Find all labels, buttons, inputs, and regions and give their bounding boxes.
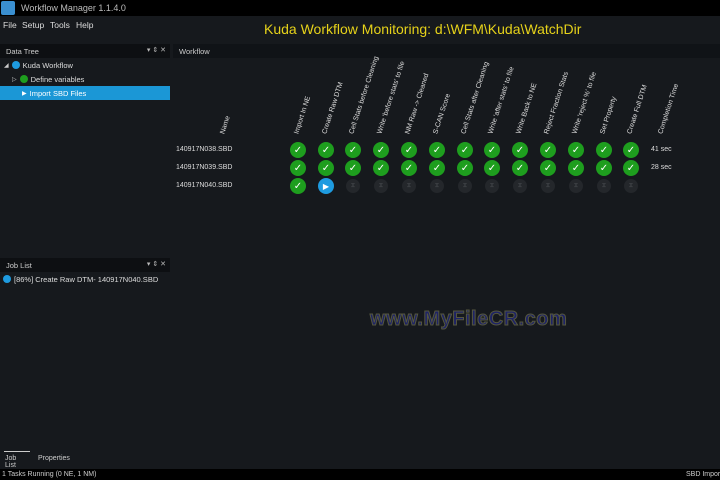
check-circle-icon: ✓ xyxy=(623,160,639,176)
app-icon xyxy=(1,1,15,15)
panel-title: Job List xyxy=(6,260,32,270)
column-header: Create Full DTM xyxy=(626,84,649,135)
watermark: www.MyFileCR.com xyxy=(369,308,568,331)
completion-time: 28 sec xyxy=(651,164,672,171)
running-icon: ▶ xyxy=(318,178,334,194)
check-circle-icon: ✓ xyxy=(290,142,306,158)
active-tab-indicator xyxy=(4,451,30,452)
check-circle-icon: ✓ xyxy=(401,142,417,158)
check-circle-icon: ✓ xyxy=(429,160,445,176)
hourglass-icon: ⧗ xyxy=(346,179,360,193)
column-header: Reject Fraction Stats xyxy=(543,71,571,135)
status-left: 1 Tasks Running (0 NE, 1 NM) xyxy=(2,471,97,478)
check-circle-icon: ✓ xyxy=(596,160,612,176)
check-circle-icon: ✓ xyxy=(568,142,584,158)
column-header: Write 'reject %' to file xyxy=(571,71,599,135)
check-circle-icon: ✓ xyxy=(512,142,528,158)
monitoring-banner: Kuda Workflow Monitoring: d:\WFM\Kuda\Wa… xyxy=(264,21,582,37)
status-right: SBD Import xyxy=(686,471,720,478)
check-circle-icon: ✓ xyxy=(484,160,500,176)
hourglass-icon: ⧗ xyxy=(402,179,416,193)
row-name[interactable]: 140917N038.SBD xyxy=(176,146,233,153)
check-circle-icon: ✓ xyxy=(373,142,389,158)
check-circle-icon: ✓ xyxy=(484,142,500,158)
hourglass-icon: ⧗ xyxy=(458,179,472,193)
play-circle-icon xyxy=(11,61,20,69)
check-circle-icon: ✓ xyxy=(290,178,306,194)
check-circle-icon: ✓ xyxy=(345,160,361,176)
hourglass-icon: ⧗ xyxy=(624,179,638,193)
column-header: Cell Stats after Cleaning xyxy=(460,61,491,135)
panel-title: Data Tree xyxy=(6,46,39,56)
data-tree-header: Data Tree ▾ ⇕ ✕ xyxy=(0,44,170,58)
check-circle-icon: ✓ xyxy=(401,160,417,176)
check-circle-icon: ✓ xyxy=(596,142,612,158)
column-header: Import In NE xyxy=(293,95,313,135)
check-circle-icon: ✓ xyxy=(457,142,473,158)
column-header: S-CAN Score xyxy=(432,92,452,135)
job-item[interactable]: [86%] Create Raw DTM- 140917N040.SBD xyxy=(3,272,158,286)
menu-setup[interactable]: Setup xyxy=(22,20,45,30)
tree-label: Define variables xyxy=(30,74,85,84)
column-header-name: Name xyxy=(219,115,232,135)
column-header: Write Back to NE xyxy=(515,82,539,135)
tree-item-kuda-workflow[interactable]: ◢ Kuda Workflow xyxy=(0,58,170,72)
panel-controls[interactable]: ▾ ⇕ ✕ xyxy=(146,261,166,268)
play-icon: ▶ xyxy=(22,90,27,97)
completion-time: 41 sec xyxy=(651,146,672,153)
panel-title: Workflow xyxy=(179,46,210,56)
check-circle-icon: ✓ xyxy=(457,160,473,176)
tree-label: Kuda Workflow xyxy=(22,60,73,70)
tree-label: Import SBD Files xyxy=(29,88,87,98)
check-circle-icon: ✓ xyxy=(318,142,334,158)
check-circle-icon: ✓ xyxy=(290,160,306,176)
column-header: Create Raw DTM xyxy=(321,81,345,135)
check-circle-icon: ✓ xyxy=(623,142,639,158)
check-circle-icon: ✓ xyxy=(568,160,584,176)
column-header: NM Raw -> Cleaned xyxy=(404,72,431,135)
check-circle-icon: ✓ xyxy=(373,160,389,176)
menu-bar: File Setup Tools Help xyxy=(0,16,720,40)
hourglass-icon: ⧗ xyxy=(485,179,499,193)
column-header: Cell Stats before Cleaning xyxy=(348,55,381,135)
check-circle-icon: ✓ xyxy=(345,142,361,158)
expand-arrow-icon[interactable]: ▷ xyxy=(12,76,17,83)
hourglass-icon: ⧗ xyxy=(374,179,388,193)
play-circle-icon xyxy=(3,275,11,283)
column-header-completion-time: Completion Time xyxy=(657,82,681,135)
hourglass-icon: ⧗ xyxy=(513,179,527,193)
row-name[interactable]: 140917N040.SBD xyxy=(176,182,233,189)
tab-job-list[interactable]: Job List xyxy=(5,455,17,469)
tree-item-import-sbd-files[interactable]: ▶ Import SBD Files xyxy=(0,86,170,100)
panel-controls[interactable]: ▾ ⇕ ✕ xyxy=(146,47,166,54)
data-tree: ◢ Kuda Workflow ▷ Define variables ▶ Imp… xyxy=(0,58,170,100)
title-bar: Workflow Manager 1.1.4.0 xyxy=(0,0,720,16)
column-header: Set Property xyxy=(599,95,619,135)
check-circle-icon: ✓ xyxy=(540,160,556,176)
status-bar: 1 Tasks Running (0 NE, 1 NM) SBD Import xyxy=(0,469,720,480)
column-header: Write 'after stats' to file xyxy=(487,66,516,135)
row-name[interactable]: 140917N039.SBD xyxy=(176,164,233,171)
check-circle-icon: ✓ xyxy=(318,160,334,176)
menu-file[interactable]: File xyxy=(3,20,17,30)
job-list-header: Job List ▾ ⇕ ✕ xyxy=(0,258,170,272)
check-circle-icon: ✓ xyxy=(429,142,445,158)
job-label: [86%] Create Raw DTM- 140917N040.SBD xyxy=(14,274,159,284)
check-circle-icon: ✓ xyxy=(540,142,556,158)
column-header: Write 'before stats' to file xyxy=(376,60,407,135)
tree-item-define-variables[interactable]: ▷ Define variables xyxy=(0,72,170,86)
expand-arrow-icon[interactable]: ◢ xyxy=(4,62,9,69)
tab-properties[interactable]: Properties xyxy=(38,455,70,462)
menu-help[interactable]: Help xyxy=(76,20,94,30)
hourglass-icon: ⧗ xyxy=(430,179,444,193)
check-circle-icon: ✓ xyxy=(512,160,528,176)
hourglass-icon: ⧗ xyxy=(541,179,555,193)
workflow-header: Workflow xyxy=(173,44,720,58)
hourglass-icon: ⧗ xyxy=(597,179,611,193)
hourglass-icon: ⧗ xyxy=(569,179,583,193)
check-circle-icon xyxy=(19,75,28,83)
window-title: Workflow Manager 1.1.4.0 xyxy=(21,3,126,13)
menu-tools[interactable]: Tools xyxy=(50,20,70,30)
